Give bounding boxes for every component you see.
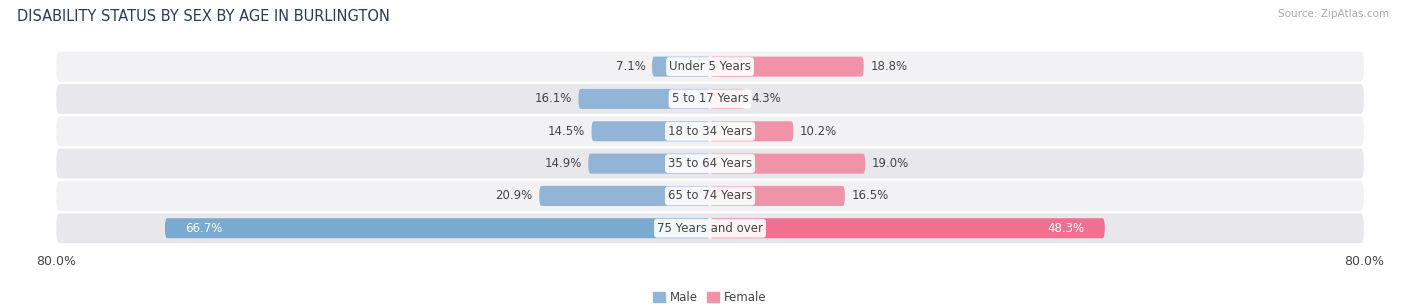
FancyBboxPatch shape [710,186,845,206]
Legend: Male, Female: Male, Female [648,286,772,304]
FancyBboxPatch shape [540,186,710,206]
Text: 35 to 64 Years: 35 to 64 Years [668,157,752,170]
Text: 16.5%: 16.5% [852,189,889,202]
FancyBboxPatch shape [56,116,1364,146]
FancyBboxPatch shape [710,218,1105,238]
Text: 14.9%: 14.9% [544,157,582,170]
FancyBboxPatch shape [592,121,710,141]
FancyBboxPatch shape [578,89,710,109]
FancyBboxPatch shape [710,121,793,141]
Text: 48.3%: 48.3% [1047,222,1084,235]
Text: 14.5%: 14.5% [548,125,585,138]
FancyBboxPatch shape [56,52,1364,81]
FancyBboxPatch shape [588,154,710,174]
FancyBboxPatch shape [56,149,1364,178]
Text: DISABILITY STATUS BY SEX BY AGE IN BURLINGTON: DISABILITY STATUS BY SEX BY AGE IN BURLI… [17,9,389,24]
Text: Under 5 Years: Under 5 Years [669,60,751,73]
FancyBboxPatch shape [710,57,863,77]
FancyBboxPatch shape [652,57,710,77]
Text: 18 to 34 Years: 18 to 34 Years [668,125,752,138]
Text: 5 to 17 Years: 5 to 17 Years [672,92,748,105]
Text: 20.9%: 20.9% [495,189,533,202]
FancyBboxPatch shape [710,154,865,174]
FancyBboxPatch shape [710,89,745,109]
Text: 4.3%: 4.3% [752,92,782,105]
Text: Source: ZipAtlas.com: Source: ZipAtlas.com [1278,9,1389,19]
Text: 65 to 74 Years: 65 to 74 Years [668,189,752,202]
Text: 66.7%: 66.7% [186,222,222,235]
FancyBboxPatch shape [165,218,710,238]
FancyBboxPatch shape [56,213,1364,243]
Text: 75 Years and over: 75 Years and over [657,222,763,235]
FancyBboxPatch shape [56,84,1364,114]
Text: 7.1%: 7.1% [616,60,645,73]
Text: 19.0%: 19.0% [872,157,910,170]
FancyBboxPatch shape [56,181,1364,211]
Text: 10.2%: 10.2% [800,125,837,138]
Text: 16.1%: 16.1% [534,92,572,105]
Text: 18.8%: 18.8% [870,60,907,73]
